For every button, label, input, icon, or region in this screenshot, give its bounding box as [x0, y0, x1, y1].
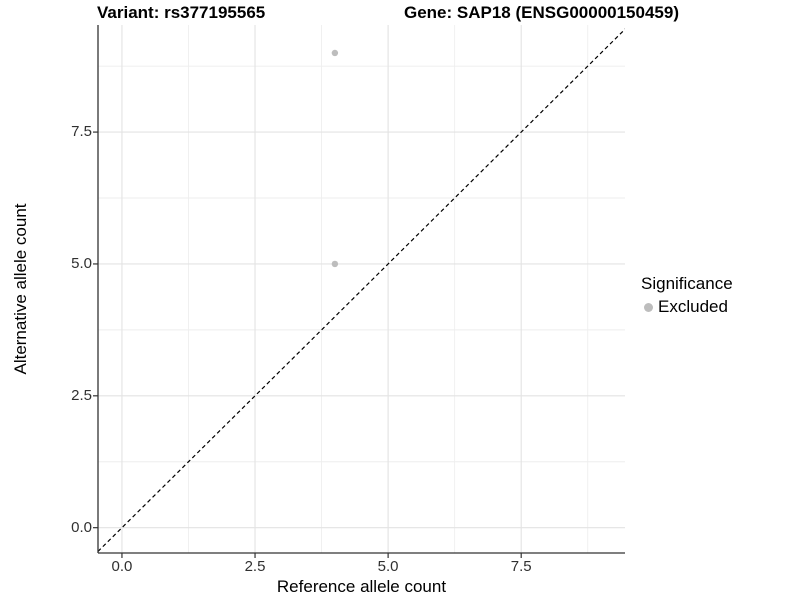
data-point	[331, 260, 339, 268]
x-tick-label: 7.5	[510, 558, 532, 575]
x-axis-title: Reference allele count	[276, 577, 447, 596]
y-tick-label: 7.5	[71, 123, 92, 141]
y-axis-title: Alternative allele count	[11, 203, 30, 375]
y-tick-label: 0.0	[71, 518, 92, 536]
x-tick-label: 5.0	[377, 558, 399, 575]
y-tick-label: 5.0	[71, 254, 92, 272]
x-tick-label: 0.0	[111, 558, 133, 575]
legend-title: Significance	[641, 274, 733, 293]
legend-items: Excluded	[641, 297, 733, 317]
legend: Significance Excluded	[641, 274, 733, 317]
data-point	[331, 49, 339, 57]
plot-title-variant: Variant: rs377195565	[97, 3, 266, 22]
y-tick-label: 2.5	[71, 386, 92, 404]
plot-title-gene: Gene: SAP18 (ENSG00000150459)	[404, 3, 679, 22]
legend-item-excluded: Excluded	[644, 297, 733, 317]
excluded-point-icon	[644, 302, 653, 312]
legend-item-label: Excluded	[658, 297, 728, 316]
x-tick-label: 2.5	[244, 558, 266, 575]
identity-dashed-line	[98, 28, 625, 553]
